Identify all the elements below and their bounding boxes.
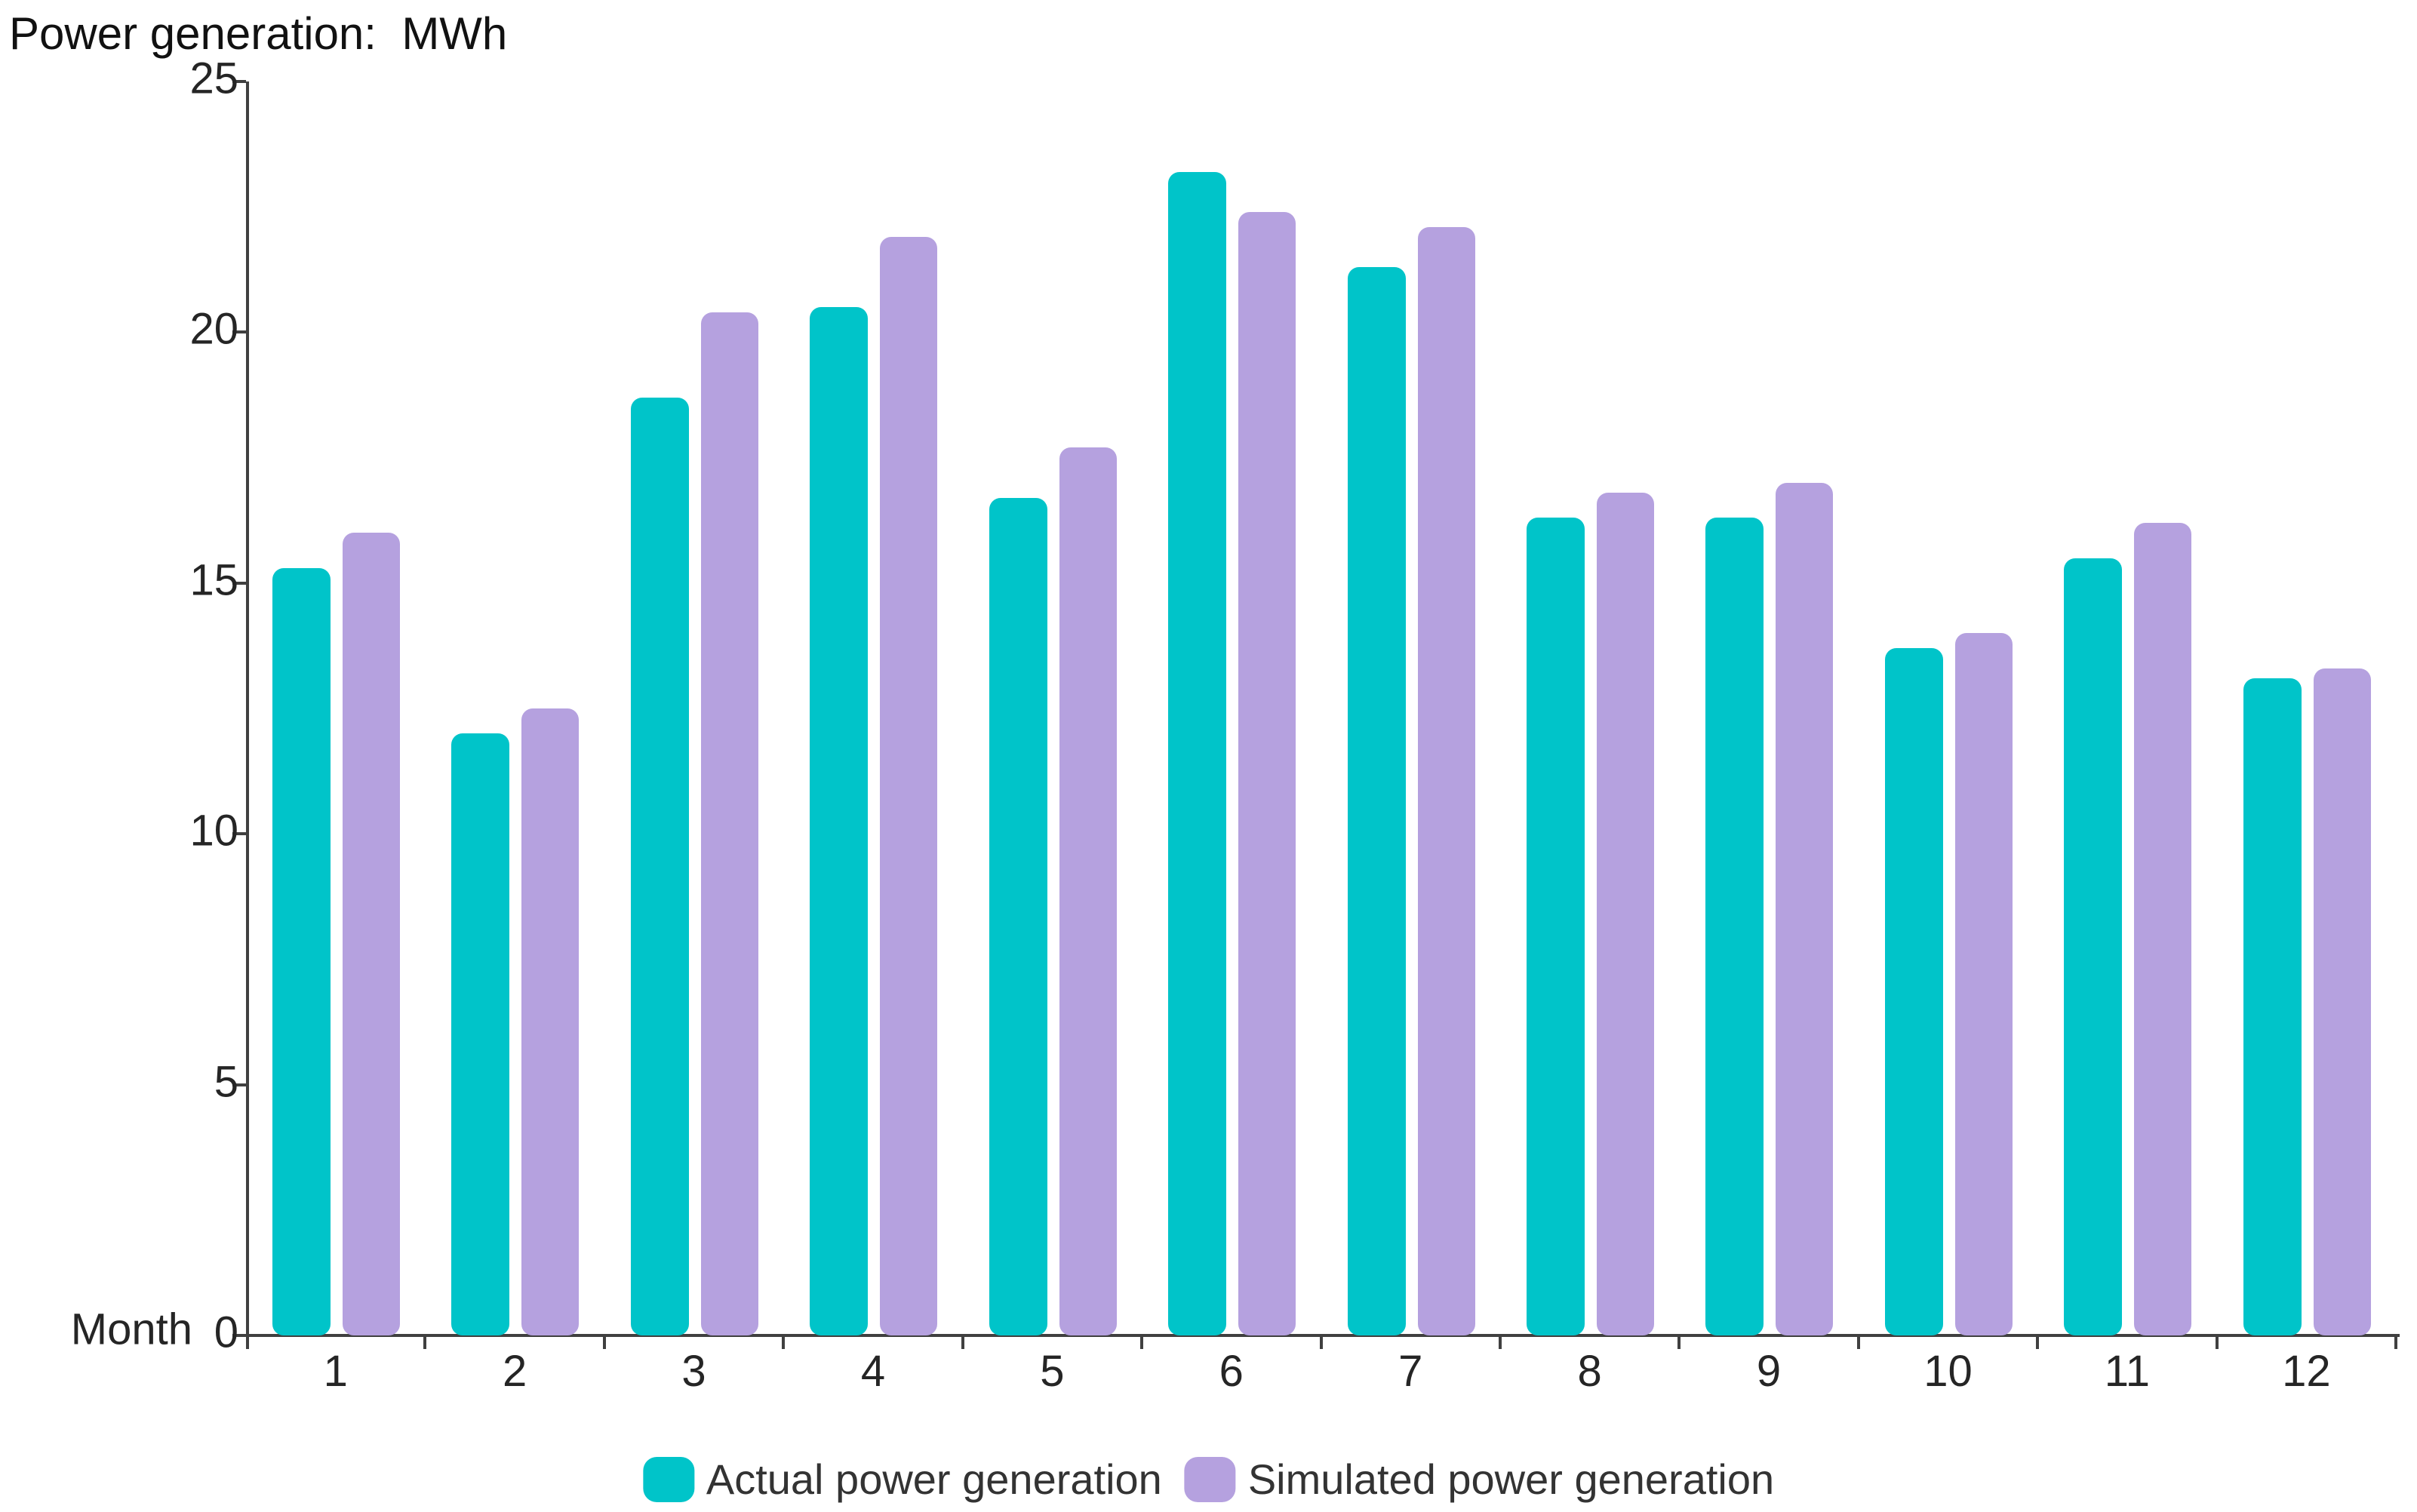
y-tick-mark: [232, 1334, 246, 1337]
bar-simulated-month-3: [700, 312, 758, 1335]
legend-item-actual[interactable]: Actual power generation: [642, 1455, 1162, 1504]
x-tick-mark: [2215, 1335, 2219, 1349]
x-tick-mark: [2036, 1335, 2040, 1349]
x-tick-mark: [602, 1335, 606, 1349]
y-tick-mark: [232, 330, 246, 334]
bar-simulated-month-9: [1776, 483, 1834, 1335]
x-tick-label: 10: [1923, 1347, 1973, 1396]
bar-actual-month-12: [2243, 678, 2302, 1335]
x-tick-label: 1: [323, 1347, 348, 1396]
x-tick-mark: [1677, 1335, 1681, 1349]
legend-label-actual: Actual power generation: [706, 1455, 1162, 1503]
legend: Actual power generation Simulated power …: [642, 1455, 1775, 1504]
x-tick-mark: [2394, 1335, 2398, 1349]
bar-simulated-month-4: [880, 237, 938, 1335]
x-tick-label: 9: [1756, 1347, 1782, 1396]
y-tick-label: 15: [189, 555, 238, 605]
x-tick-label: 8: [1577, 1347, 1602, 1396]
x-tick-mark: [1498, 1335, 1502, 1349]
bar-simulated-month-11: [2134, 523, 2192, 1335]
chart-title: Power generation: MWh: [9, 8, 508, 59]
bar-actual-month-1: [272, 568, 331, 1335]
y-tick-label: 20: [189, 304, 238, 354]
y-tick-mark: [232, 832, 246, 836]
x-tick-label: 11: [2104, 1347, 2151, 1396]
bar-actual-month-6: [1168, 172, 1227, 1335]
y-tick-mark: [232, 80, 246, 83]
bar-simulated-month-8: [1596, 493, 1654, 1335]
bar-actual-month-9: [1705, 518, 1764, 1335]
y-tick-label: 5: [214, 1057, 238, 1107]
x-tick-mark: [782, 1335, 786, 1349]
bar-simulated-month-10: [1954, 633, 2013, 1335]
x-tick-label: 12: [2282, 1347, 2331, 1396]
y-tick-mark: [232, 581, 246, 585]
y-tick-label: 10: [189, 806, 238, 856]
x-tick-label: 2: [502, 1347, 527, 1396]
legend-swatch-simulated-icon: [1184, 1456, 1236, 1502]
y-tick-mark: [232, 1083, 246, 1086]
x-axis-name: Month: [70, 1305, 192, 1354]
bar-simulated-month-2: [521, 708, 580, 1335]
legend-label-simulated: Simulated power generation: [1247, 1455, 1775, 1503]
bar-actual-month-3: [630, 398, 689, 1335]
x-tick-label: 7: [1398, 1347, 1423, 1396]
y-tick-label: 25: [189, 54, 238, 103]
bar-simulated-month-1: [343, 533, 400, 1335]
bar-simulated-month-7: [1417, 227, 1475, 1335]
bar-actual-month-5: [989, 498, 1047, 1335]
y-tick-label: 0: [214, 1308, 238, 1357]
bar-actual-month-2: [451, 733, 510, 1335]
legend-item-simulated[interactable]: Simulated power generation: [1184, 1455, 1775, 1504]
x-tick-mark: [423, 1335, 427, 1349]
x-tick-label: 5: [1040, 1347, 1065, 1396]
bar-actual-month-7: [1347, 267, 1406, 1335]
x-tick-label: 6: [1219, 1347, 1244, 1396]
x-tick-label: 3: [681, 1347, 706, 1396]
bar-simulated-month-12: [2313, 668, 2371, 1335]
bar-actual-month-11: [2064, 558, 2123, 1335]
legend-swatch-actual-icon: [642, 1456, 694, 1502]
y-axis-line: [246, 81, 249, 1349]
x-tick-mark: [961, 1335, 964, 1349]
bar-actual-month-4: [810, 307, 869, 1335]
x-tick-mark: [1856, 1335, 1860, 1349]
bar-actual-month-10: [1884, 648, 1943, 1335]
x-tick-label: 4: [860, 1347, 886, 1396]
bar-actual-month-8: [1526, 518, 1585, 1335]
bar-simulated-month-6: [1238, 212, 1296, 1335]
x-tick-mark: [1319, 1335, 1323, 1349]
bar-simulated-month-5: [1059, 447, 1117, 1335]
x-tick-mark: [1140, 1335, 1144, 1349]
